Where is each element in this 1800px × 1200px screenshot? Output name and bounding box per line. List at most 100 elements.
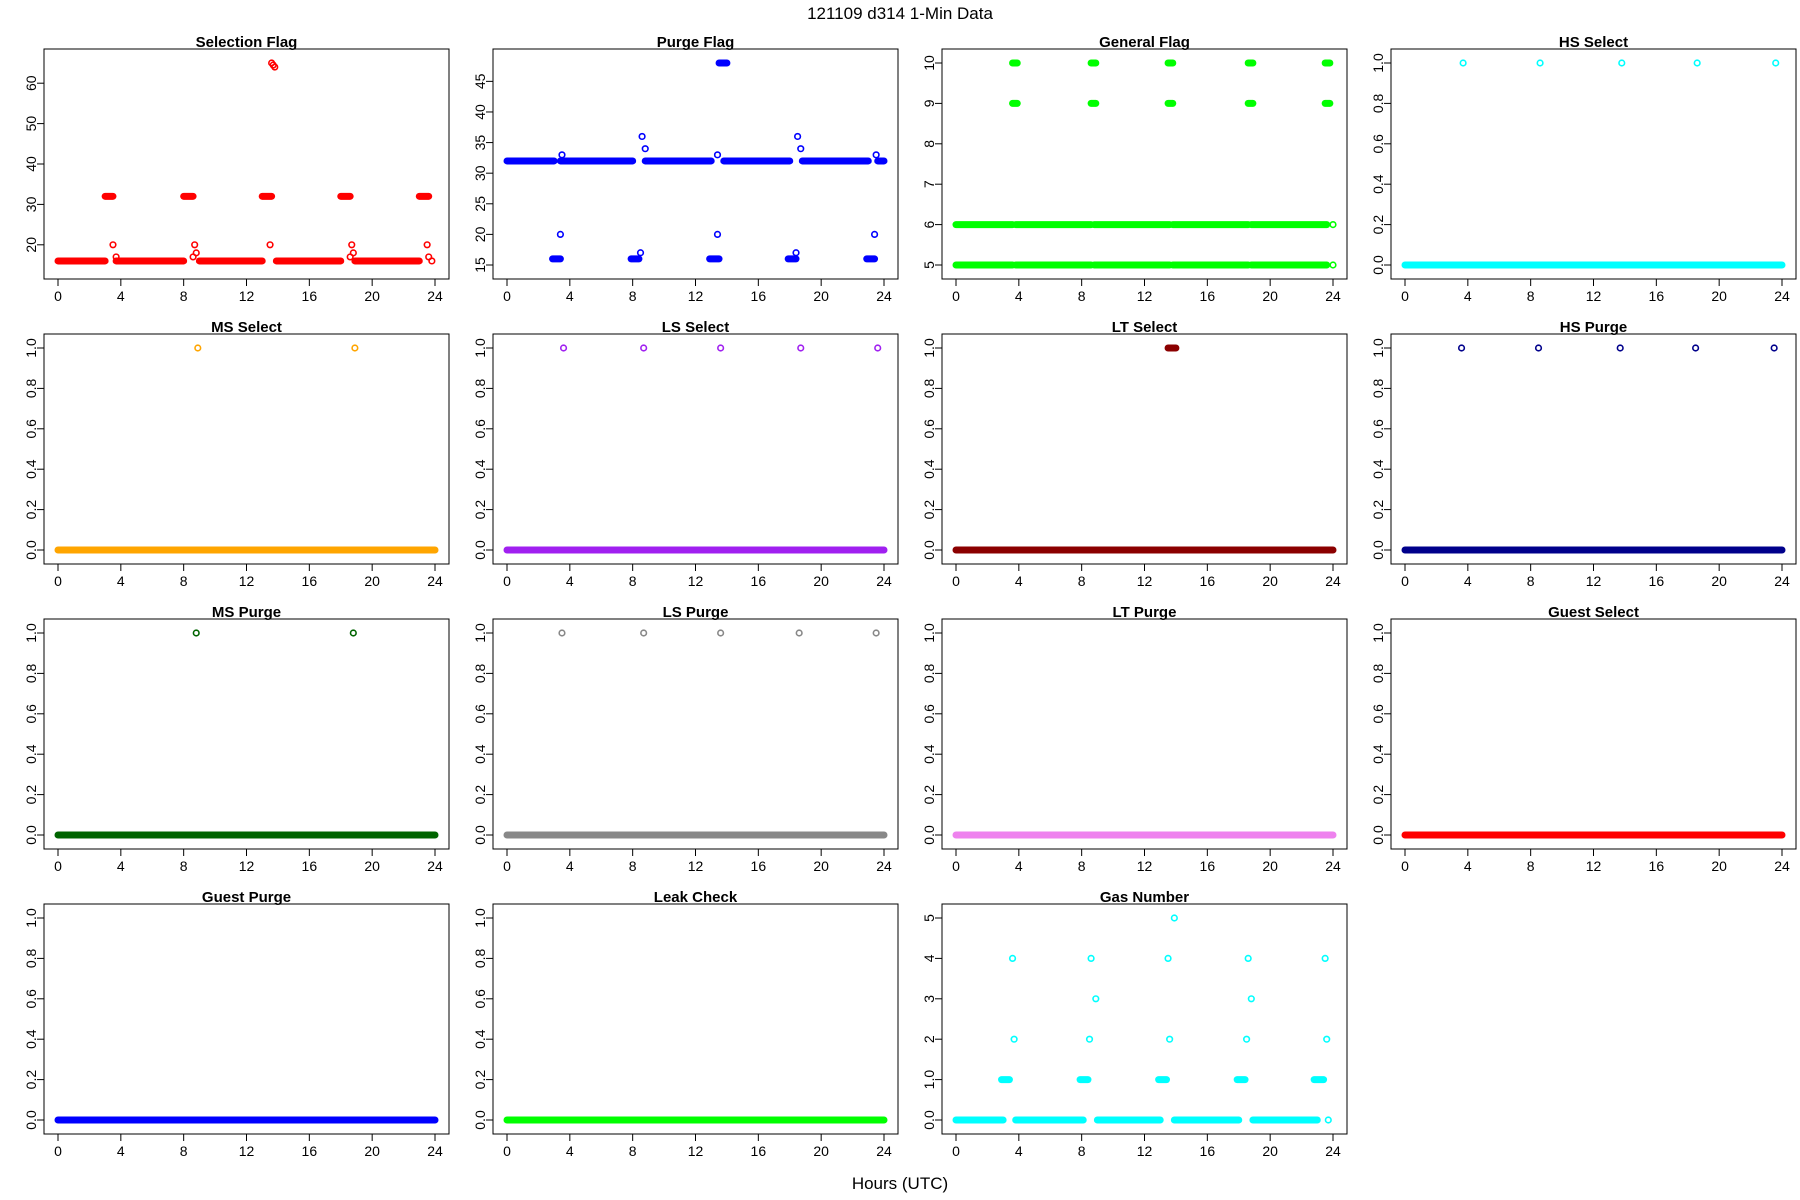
x-tick-label: 0 [503, 573, 511, 589]
y-tick-label: 0.4 [1370, 744, 1386, 764]
data-point [428, 257, 436, 265]
x-tick-label: 16 [751, 858, 767, 874]
x-tick-label: 12 [1137, 573, 1153, 589]
panel: Purge Flag 0 4 8 12 16 20 24 15 20 25 30 35 40 45 [472, 34, 899, 304]
x-tick-label: 0 [54, 1143, 62, 1159]
y-tick-label: 0.6 [921, 704, 937, 724]
data-point [1321, 954, 1329, 963]
y-tick-label: 1.0 [921, 1070, 937, 1090]
y-axis: 5 6 7 8 9 10 [921, 55, 943, 269]
data-point [1010, 1035, 1018, 1043]
y-tick-label: 1.0 [1370, 623, 1386, 643]
data-point [1692, 344, 1700, 352]
x-tick-label: 12 [239, 1143, 255, 1159]
panel: LT Purge 0 4 8 12 16 20 24 0.0 0.2 0.4 0.6 0.8 1.0 [921, 604, 1348, 874]
figure-xlabel: Hours (UTC) [852, 1174, 948, 1193]
y-tick-label: 0.0 [921, 825, 937, 845]
x-axis: 0 4 8 12 16 20 24 [503, 1133, 892, 1159]
y-axis: 0.0 1.0 2 3 4 5 [921, 914, 943, 1130]
x-tick-label: 4 [1015, 573, 1023, 589]
y-tick-label: 0.0 [23, 540, 39, 560]
panel: Selection Flag 0 4 8 12 16 20 24 20 30 40 50 60 [23, 34, 450, 304]
x-axis: 0 4 8 12 16 20 24 [952, 848, 1341, 874]
y-tick-label: 0.8 [1370, 378, 1386, 398]
data-series [1401, 59, 1786, 269]
panel: Guest Select 0 4 8 12 16 20 24 0.0 0.2 0.4 0.6 0.8 1.… [1370, 604, 1797, 874]
x-tick-label: 0 [503, 1143, 511, 1159]
x-tick-label: 20 [1711, 573, 1727, 589]
y-tick-label: 1.0 [23, 908, 39, 928]
data-point [112, 253, 120, 261]
x-tick-label: 8 [1078, 573, 1086, 589]
x-tick-label: 4 [566, 288, 574, 304]
y-tick-label: 2 [921, 1035, 937, 1043]
y-tick-label: 0.6 [23, 989, 39, 1009]
x-tick-label: 16 [1200, 1143, 1216, 1159]
x-tick-label: 24 [1774, 858, 1790, 874]
y-tick-label: 0.2 [23, 785, 39, 805]
y-tick-label: 0.0 [1370, 255, 1386, 275]
data-point [1323, 1035, 1331, 1043]
y-tick-label: 1.0 [1370, 53, 1386, 73]
data-series [952, 59, 1337, 269]
y-tick-label: 60 [23, 75, 39, 91]
panel-title: Guest Purge [202, 889, 291, 906]
y-tick-label: 40 [23, 156, 39, 172]
panel: HS Select 0 4 8 12 16 20 24 0.0 0.2 0.4 0.6 0.8 1.0 [1370, 34, 1797, 304]
panel-title: HS Select [1559, 34, 1628, 51]
plot-frame [43, 333, 450, 565]
y-tick-label: 8 [921, 140, 937, 148]
y-tick-label: 0.2 [472, 785, 488, 805]
data-point [271, 63, 279, 71]
x-tick-label: 16 [302, 858, 318, 874]
x-tick-label: 0 [952, 1143, 960, 1159]
y-tick-label: 0.0 [472, 540, 488, 560]
x-tick-label: 8 [180, 858, 188, 874]
y-tick-label: 3 [921, 995, 937, 1003]
panel-title: LT Select [1112, 319, 1178, 336]
x-tick-label: 8 [629, 858, 637, 874]
data-point [1616, 344, 1624, 352]
x-tick-label: 20 [364, 1143, 380, 1159]
y-axis: 0.0 0.2 0.4 0.6 0.8 1.0 [1370, 338, 1392, 560]
y-tick-label: 0.8 [472, 378, 488, 398]
data-point [1247, 995, 1255, 1003]
panel: HS Purge 0 4 8 12 16 20 24 0.0 0.2 0.4 0.6 0.8 1.0 [1370, 319, 1797, 589]
x-tick-label: 24 [1325, 288, 1341, 304]
x-tick-label: 4 [1464, 288, 1472, 304]
x-tick-label: 0 [54, 288, 62, 304]
x-tick-label: 24 [427, 858, 443, 874]
x-tick-label: 0 [54, 573, 62, 589]
y-tick-label: 0.6 [472, 989, 488, 1009]
data-point [349, 249, 357, 257]
data-series [54, 344, 439, 554]
y-tick-label: 0.8 [472, 948, 488, 968]
x-tick-label: 4 [1015, 858, 1023, 874]
x-tick-label: 24 [876, 288, 892, 304]
panel-title: Gas Number [1100, 889, 1189, 906]
y-axis: 0.0 0.2 0.4 0.6 0.8 1.0 [472, 623, 494, 845]
data-point [1092, 995, 1100, 1003]
x-tick-label: 16 [1200, 288, 1216, 304]
x-tick-label: 12 [239, 573, 255, 589]
y-tick-label: 1.0 [472, 623, 488, 643]
y-tick-label: 0.2 [23, 500, 39, 520]
panel-title: Guest Select [1548, 604, 1639, 621]
y-tick-label: 0.0 [921, 1110, 937, 1130]
x-tick-label: 8 [1078, 1143, 1086, 1159]
plot-frame [1390, 48, 1797, 280]
x-tick-label: 8 [1527, 858, 1535, 874]
x-tick-label: 0 [503, 288, 511, 304]
y-tick-label: 45 [472, 73, 488, 89]
x-tick-label: 16 [302, 1143, 318, 1159]
x-tick-label: 24 [427, 288, 443, 304]
y-tick-label: 0.2 [1370, 500, 1386, 520]
plot-frame [941, 48, 1348, 280]
data-point [1618, 59, 1626, 67]
data-point [1693, 59, 1701, 67]
x-tick-label: 24 [427, 573, 443, 589]
plot-frame [43, 48, 450, 280]
data-point [1087, 954, 1095, 963]
plot-frame [941, 903, 1348, 1135]
y-tick-label: 7 [921, 180, 937, 188]
